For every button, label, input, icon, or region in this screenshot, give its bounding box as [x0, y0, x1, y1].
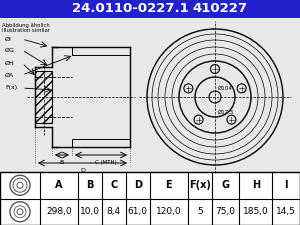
- Text: E: E: [165, 180, 172, 190]
- Text: H: H: [252, 180, 260, 190]
- Text: 75,0: 75,0: [215, 207, 236, 216]
- Text: 410227: 410227: [193, 2, 247, 16]
- Text: 185,0: 185,0: [243, 207, 269, 216]
- Text: A: A: [55, 180, 63, 190]
- Text: Illustration similar: Illustration similar: [2, 28, 50, 33]
- Text: ØG: ØG: [5, 47, 15, 52]
- Text: ØA: ØA: [5, 72, 14, 77]
- Text: 8,4: 8,4: [107, 207, 121, 216]
- Text: 298,0: 298,0: [46, 207, 72, 216]
- Text: 120,0: 120,0: [156, 207, 182, 216]
- Text: Ø104: Ø104: [218, 86, 233, 91]
- Text: Ø17,5: Ø17,5: [218, 110, 235, 115]
- Text: 10,0: 10,0: [80, 207, 100, 216]
- Text: 5: 5: [197, 207, 203, 216]
- Text: ØI: ØI: [5, 36, 12, 41]
- Bar: [0, 18, 300, 172]
- Bar: [35, 71, 52, 123]
- Text: B: B: [60, 160, 64, 165]
- Text: D: D: [134, 180, 142, 190]
- Text: I: I: [284, 180, 288, 190]
- Text: ØH: ØH: [5, 61, 15, 65]
- Text: F(x): F(x): [5, 86, 17, 90]
- Text: C (MTH): C (MTH): [95, 160, 117, 165]
- Text: 24.0110-0227.1: 24.0110-0227.1: [72, 2, 188, 16]
- Bar: [0, 172, 300, 225]
- Text: 14,5: 14,5: [276, 207, 296, 216]
- Text: C: C: [110, 180, 118, 190]
- Text: G: G: [221, 180, 230, 190]
- Text: F(x): F(x): [189, 180, 211, 190]
- Text: Abbildung ähnlich: Abbildung ähnlich: [2, 23, 50, 28]
- Bar: [0, 0, 300, 18]
- Text: D: D: [80, 168, 85, 173]
- Text: 61,0: 61,0: [128, 207, 148, 216]
- Text: B: B: [86, 180, 94, 190]
